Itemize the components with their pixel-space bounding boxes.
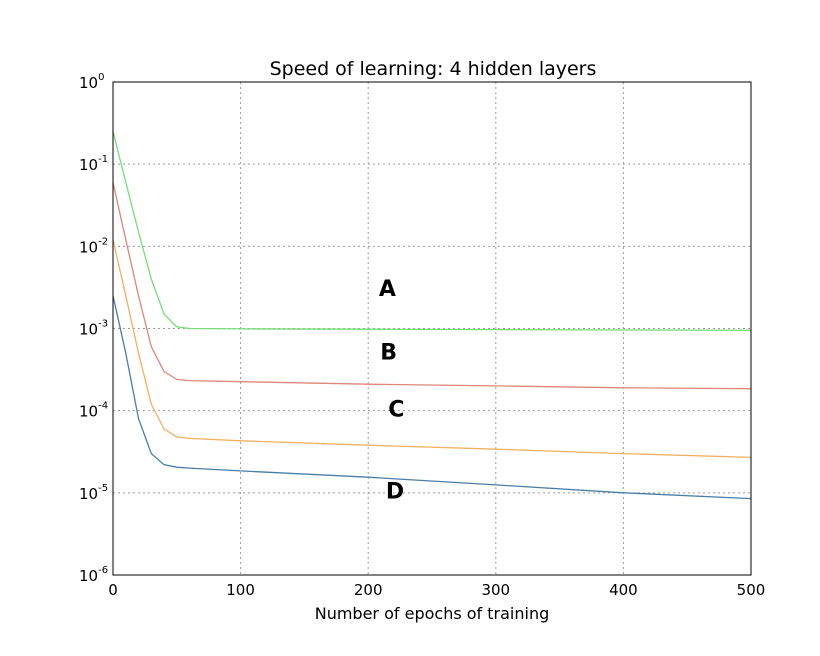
x-axis-label: Number of epochs of training <box>315 604 550 623</box>
y-tick-label-5: 10-5 <box>79 483 108 503</box>
x-tick-label-0: 0 <box>108 581 118 599</box>
y-tick-label-2: 10-2 <box>79 236 108 256</box>
series-line-3 <box>112 295 752 500</box>
x-tick-label-4: 400 <box>609 581 638 599</box>
x-tick-labels: 0 100 200 300 400 500 <box>108 581 765 599</box>
x-tick-label-5: 500 <box>737 581 766 599</box>
plot-frame <box>112 81 752 576</box>
y-tick-label-3: 10-3 <box>79 319 108 339</box>
y-tick-label-0: 100 <box>79 72 104 92</box>
annotation-a: A <box>379 277 396 302</box>
annotation-d: D <box>386 480 404 505</box>
chart-title: Speed of learning: 4 hidden layers <box>270 58 597 80</box>
y-tick-labels: 100 10-1 10-2 10-3 10-4 10-5 10-6 <box>79 72 108 585</box>
series-line-1 <box>112 182 752 390</box>
series-lines <box>112 131 752 500</box>
x-tick-label-2: 200 <box>354 581 383 599</box>
y-tick-label-1: 10-1 <box>79 154 108 174</box>
series-line-0 <box>112 131 752 331</box>
x-tick-label-3: 300 <box>481 581 510 599</box>
series-annotations: A B C D <box>379 277 405 505</box>
series-line-2 <box>112 239 752 459</box>
annotation-b: B <box>380 340 397 365</box>
x-tick-label-1: 100 <box>226 581 255 599</box>
y-tick-label-6: 10-6 <box>79 565 108 585</box>
y-tick-label-4: 10-4 <box>79 401 108 421</box>
annotation-c: C <box>388 397 404 422</box>
